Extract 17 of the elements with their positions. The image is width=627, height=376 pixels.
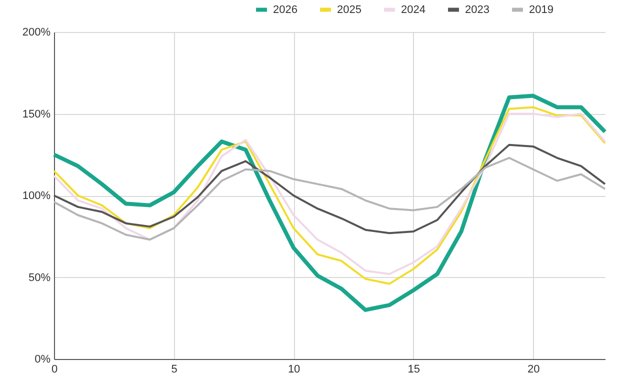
y-tick-label: 50% <box>28 272 51 284</box>
x-tick-label: 15 <box>408 364 420 376</box>
legend-label: 2025 <box>337 4 362 16</box>
line-series <box>52 94 607 312</box>
legend-label: 2019 <box>529 4 554 16</box>
legend-label: 2024 <box>401 4 426 16</box>
y-tick-label: 150% <box>22 108 51 120</box>
y-tick-label: 0% <box>34 354 51 366</box>
x-tick-label: 10 <box>288 364 300 376</box>
x-tick-label: 20 <box>528 364 540 376</box>
line-series <box>53 156 606 241</box>
y-tick-label: 200% <box>22 26 51 38</box>
x-tick-label: 5 <box>171 364 178 376</box>
x-tick-label: 0 <box>51 364 58 376</box>
legend-label: 2026 <box>273 4 298 16</box>
y-tick-label: 100% <box>22 190 51 202</box>
legend-label: 2023 <box>465 4 490 16</box>
